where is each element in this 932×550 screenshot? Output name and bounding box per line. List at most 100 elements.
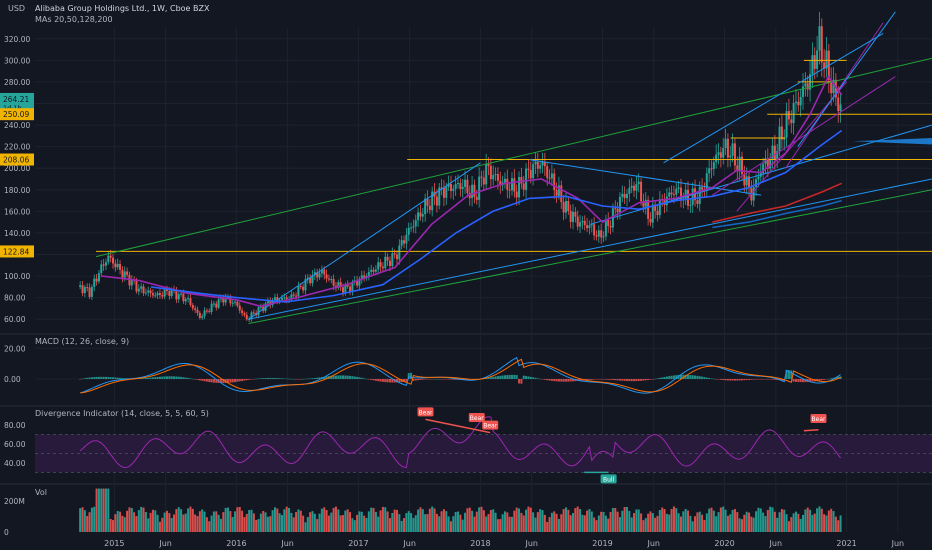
macd-histogram-bar (625, 378, 628, 381)
macd-histogram-bar (440, 378, 443, 380)
candle-body (513, 178, 516, 192)
candle-body (677, 187, 680, 189)
macd-label: MACD (12, 26, close, 9) (35, 337, 129, 346)
macd-histogram-bar (555, 378, 558, 382)
price-panel[interactable] (79, 11, 932, 325)
candle-body (112, 257, 115, 264)
volume-bar (480, 506, 483, 532)
candle-body (482, 177, 485, 185)
macd-histogram-bar (557, 378, 560, 382)
candle-body (698, 187, 701, 204)
volume-bar (163, 512, 166, 532)
candle-body (780, 126, 783, 140)
volume-bar (280, 515, 283, 532)
macd-histogram-bar (238, 378, 241, 382)
volume-bar (604, 515, 607, 532)
volume-tick-label: 200M (4, 497, 25, 506)
candle-body (794, 101, 797, 104)
candle-body (560, 185, 563, 203)
ma-legend: MAs 20,50,128,200 (35, 15, 113, 24)
volume-bar (834, 516, 837, 532)
volume-bar (327, 515, 330, 532)
volume-bar (255, 519, 258, 532)
volume-bar (701, 514, 704, 532)
volume-bar (572, 513, 575, 532)
volume-bar (330, 512, 333, 532)
macd-histogram-bar (384, 378, 387, 383)
volume-bar (187, 508, 190, 532)
macd-histogram-bar (586, 378, 589, 381)
volume-bar (339, 515, 342, 532)
candle-body (384, 256, 387, 269)
candle-body (832, 79, 835, 94)
macd-histogram-bar (212, 378, 215, 383)
macd-histogram-bar (717, 378, 720, 380)
volume-bar (346, 509, 349, 532)
candle-body (834, 79, 837, 98)
volume-bar (748, 512, 751, 532)
time-tick-label: 2018 (470, 539, 490, 548)
volume-bar (412, 517, 415, 532)
macd-histogram-bar (316, 377, 319, 379)
macd-histogram-bar (388, 378, 391, 383)
volume-bar (121, 515, 124, 532)
candle-body (593, 224, 596, 236)
volume-panel[interactable] (79, 488, 842, 532)
volume-bar (752, 517, 755, 532)
candle-body (419, 212, 422, 217)
volume-bar (154, 510, 157, 532)
candle-body (231, 302, 234, 304)
candle-body (147, 290, 150, 293)
candle-body (156, 293, 159, 296)
candle-body (762, 163, 765, 174)
candle-body (158, 293, 161, 296)
volume-bar (414, 515, 417, 532)
macd-histogram-bar (297, 378, 300, 380)
volume-bar (670, 508, 673, 532)
volume-bar (93, 506, 96, 532)
candle-body (487, 163, 490, 166)
candle-body (567, 201, 570, 212)
macd-histogram-bar (419, 378, 422, 380)
volume-bar (731, 509, 734, 532)
volume-bar (140, 506, 143, 532)
price-badge: 208.06 (0, 153, 34, 166)
candle-body (569, 211, 572, 222)
volume-bar (769, 506, 772, 532)
candle-body (644, 199, 647, 207)
candle-body (508, 189, 511, 191)
macd-histogram-bar (255, 378, 258, 380)
candle-body (107, 255, 110, 263)
macd-histogram-bar (151, 377, 154, 379)
volume-bar (128, 507, 131, 532)
volume-bar (499, 519, 502, 532)
macd-panel[interactable] (79, 356, 842, 394)
candle-body (672, 194, 675, 196)
macd-histogram-bar (694, 375, 697, 379)
macd-histogram-bar (687, 374, 690, 379)
volume-bar (546, 521, 549, 532)
macd-histogram-bar (759, 378, 762, 380)
volume-bar (527, 506, 530, 532)
macd-histogram-bar (642, 378, 645, 381)
signal-text: Bull (603, 476, 615, 483)
macd-histogram-bar (830, 378, 833, 379)
volume-bar (525, 509, 528, 532)
volume-bar (665, 513, 668, 532)
macd-histogram-bar (818, 378, 821, 381)
candle-body (187, 298, 190, 300)
volume-bar (407, 511, 410, 532)
volume-bar (107, 488, 110, 532)
volume-bar (574, 508, 577, 532)
candle-body (330, 279, 333, 281)
candle-body (424, 198, 427, 215)
volume-bar (273, 507, 276, 532)
signal-badge (600, 474, 617, 484)
volume-bar (755, 511, 758, 532)
candle-body (311, 275, 314, 284)
candle-body (109, 255, 112, 258)
candle-body (208, 310, 211, 312)
candle-body (395, 254, 398, 260)
